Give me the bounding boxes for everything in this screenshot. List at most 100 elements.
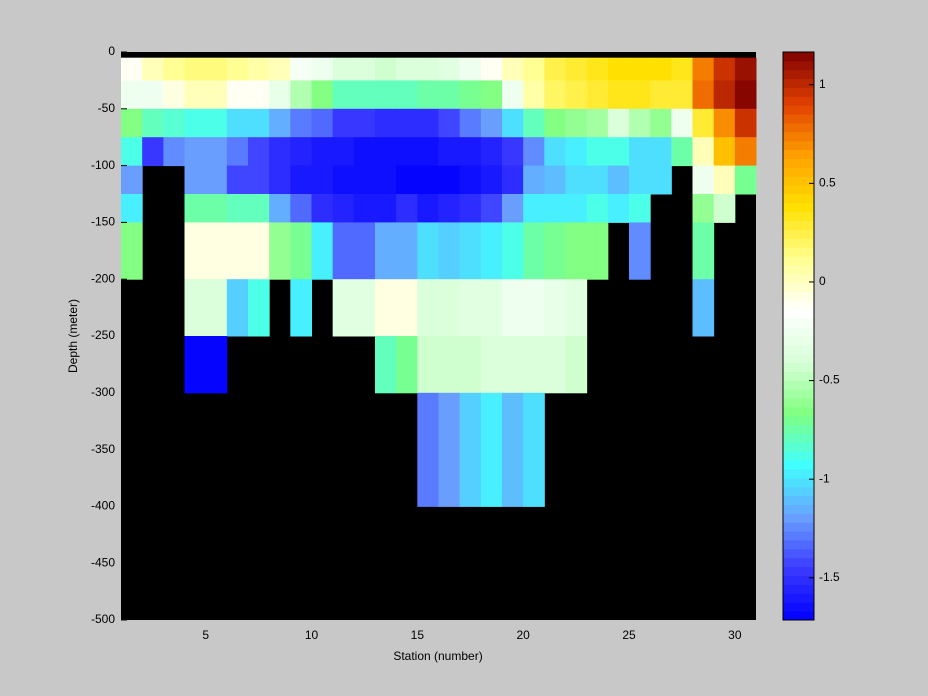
colorbar-step [783, 238, 814, 248]
colorbar-step [783, 202, 814, 213]
cell [586, 108, 609, 138]
y-tick-label: -100 [91, 158, 115, 172]
colorbar-step [783, 442, 814, 452]
cell [502, 57, 524, 81]
colorbar-step [783, 131, 814, 142]
cell [121, 80, 143, 110]
cell [480, 194, 503, 223]
cell [671, 57, 693, 81]
cell [459, 80, 482, 110]
cell [692, 108, 715, 138]
cell [734, 165, 757, 195]
cell [459, 194, 482, 223]
cell [142, 57, 164, 81]
y-axis-label: Depth (meter) [66, 299, 80, 373]
cell [417, 336, 439, 394]
cell [629, 194, 651, 223]
cell [205, 108, 228, 138]
colorbar-step [783, 380, 814, 390]
cell [142, 108, 164, 138]
cell [396, 194, 418, 223]
cell [607, 80, 630, 110]
cell [269, 222, 291, 280]
cell [671, 80, 693, 110]
y-tick-label: 0 [108, 44, 115, 58]
cell [248, 165, 270, 195]
cell [523, 165, 545, 195]
cell [290, 57, 312, 81]
cell [438, 108, 461, 138]
cell [586, 165, 609, 195]
cell [565, 194, 588, 223]
cell [226, 108, 249, 138]
cell [353, 165, 376, 195]
cell [607, 194, 630, 223]
cell [353, 137, 376, 167]
cell [692, 279, 715, 337]
cell [459, 137, 482, 167]
colorbar-tick-label: -1 [819, 471, 830, 485]
cell [311, 165, 334, 195]
cell [205, 165, 228, 195]
y-tick-label: -250 [91, 328, 115, 342]
cell [459, 392, 482, 507]
cell [629, 222, 651, 280]
cell [226, 165, 249, 195]
colorbar-step [783, 78, 814, 88]
cell [438, 165, 461, 195]
cell [290, 222, 312, 280]
cell [205, 57, 228, 81]
cell [480, 137, 503, 167]
cell [650, 57, 672, 81]
colorbar-step [783, 87, 814, 97]
colorbar-step [783, 389, 814, 399]
cell [544, 108, 566, 138]
colorbar-step [783, 415, 814, 426]
cell [502, 336, 524, 394]
colorbar-step [783, 584, 814, 594]
cell [290, 165, 312, 195]
cell [544, 137, 566, 167]
y-tick-label: -300 [91, 385, 115, 399]
cell [184, 279, 207, 337]
colorbar-step [783, 229, 814, 239]
cell [353, 279, 376, 337]
cell [692, 80, 715, 110]
cell [502, 165, 524, 195]
colorbar-step [783, 114, 814, 124]
cell [375, 336, 397, 394]
cell [671, 137, 693, 167]
cell [290, 80, 312, 110]
cell [205, 336, 228, 394]
colorbar-step [783, 327, 814, 337]
cell [375, 137, 397, 167]
cell [502, 222, 524, 280]
cell [226, 194, 249, 223]
cell [248, 57, 270, 81]
colorbar-step [783, 566, 814, 577]
cell [417, 165, 439, 195]
cell [502, 80, 524, 110]
cell [353, 57, 376, 81]
y-tick-label: -400 [91, 499, 115, 513]
colorbar-tick-label: -1.5 [819, 570, 840, 584]
cell [459, 108, 482, 138]
cell [226, 279, 249, 337]
colorbar-tick-label: 0.5 [819, 176, 836, 190]
colorbar-step [783, 557, 814, 568]
cell [417, 222, 439, 280]
cell [502, 108, 524, 138]
cell [375, 165, 397, 195]
cell [269, 194, 291, 223]
cell [375, 80, 397, 110]
cell [417, 392, 439, 507]
cell [480, 108, 503, 138]
colorbar-step [783, 371, 814, 381]
colorbar-step [783, 105, 814, 115]
cell [375, 222, 397, 280]
cell [544, 279, 566, 337]
cell [502, 194, 524, 223]
colorbar-step [783, 336, 814, 346]
cell [353, 80, 376, 110]
cell [417, 279, 439, 337]
